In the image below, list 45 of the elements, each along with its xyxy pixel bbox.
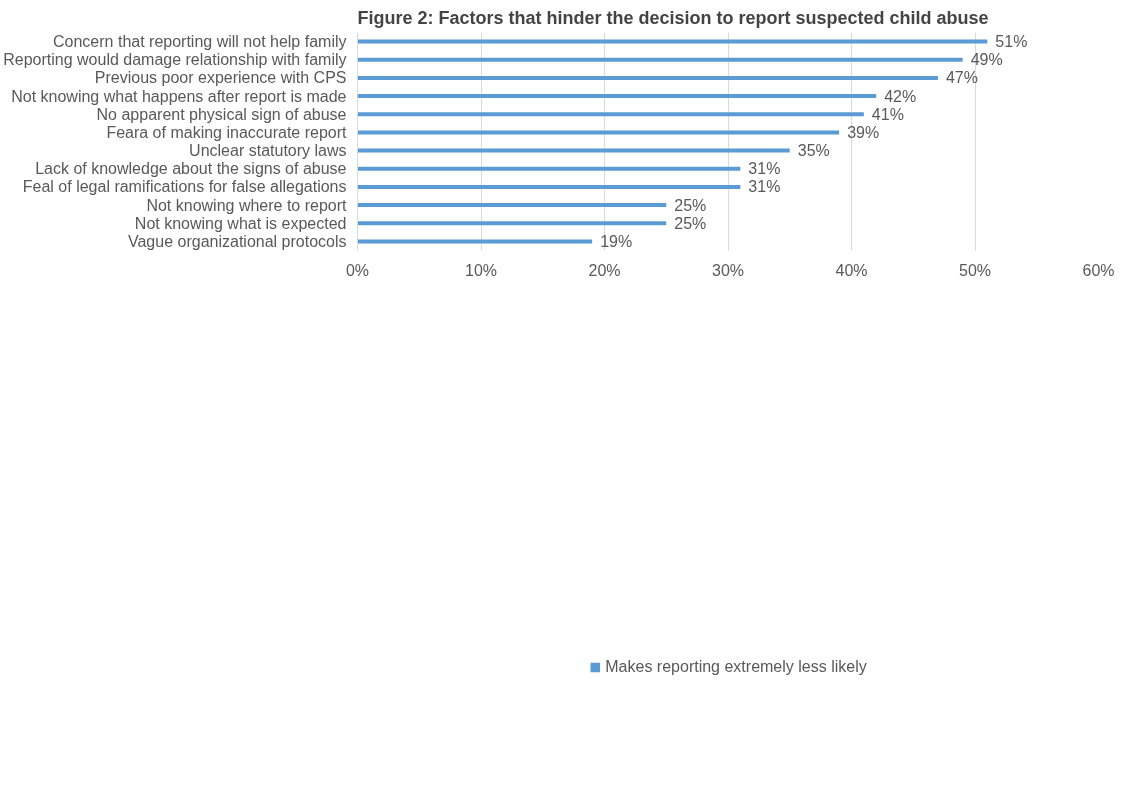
data-label: 35% [797,142,830,160]
y-tick-label: Not knowing what happens after report is made [11,87,347,105]
y-tick-label: Feal of legal ramifications for false allegations [22,178,347,196]
data-label: 51% [995,33,1028,51]
data-label: 31% [748,178,781,196]
y-tick-label: Not knowing what is expected [134,214,347,232]
x-tick-label: 30% [711,261,745,279]
data-label: 39% [847,123,880,141]
x-tick-label: 40% [835,261,868,279]
chart-title: Figure 2: Factors that hinder the decision to report suspected child abuse [357,7,989,28]
data-label: 25% [674,214,707,232]
bar [357,39,988,44]
y-tick-label: Lack of knowledge about the signs of abuse [35,160,347,178]
y-tick-label: Previous poor experience with CPS [94,69,347,87]
y-tick-label: Unclear statutory laws [189,142,347,160]
x-tick-label: 0% [345,261,370,279]
y-tick-label: No apparent physical sign of abuse [96,105,347,123]
bar [357,203,667,208]
data-label: 42% [884,87,917,105]
data-label: 31% [748,160,781,178]
x-tick-label: 10% [464,261,498,279]
x-tick-label: 60% [1082,261,1115,279]
y-tick-label: Vague organizational protocols [127,232,347,250]
bar [357,148,790,153]
y-tick-label: Concern that reporting will not help family [53,33,347,51]
x-tick-label: 20% [588,261,621,279]
x-tick-label: 50% [958,261,992,279]
bar [357,94,877,99]
y-tick-label: Reporting would damage relationship with family [3,51,347,69]
data-label: 25% [674,196,707,214]
bar [357,239,593,244]
data-label: 49% [970,51,1003,69]
data-label: 19% [600,232,633,250]
bar [357,184,741,189]
y-tick-label: Feara of making inaccurate report [106,123,348,141]
bar [357,112,864,117]
data-label: 47% [945,69,978,87]
bar [357,130,840,135]
bar [357,75,938,80]
y-tick-label: Not knowing where to report [146,196,348,214]
bar [357,57,963,62]
legend-label: Makes reporting extremely less likely [605,657,867,676]
bar [357,166,741,171]
data-label: 41% [871,105,904,123]
bar [357,221,667,226]
